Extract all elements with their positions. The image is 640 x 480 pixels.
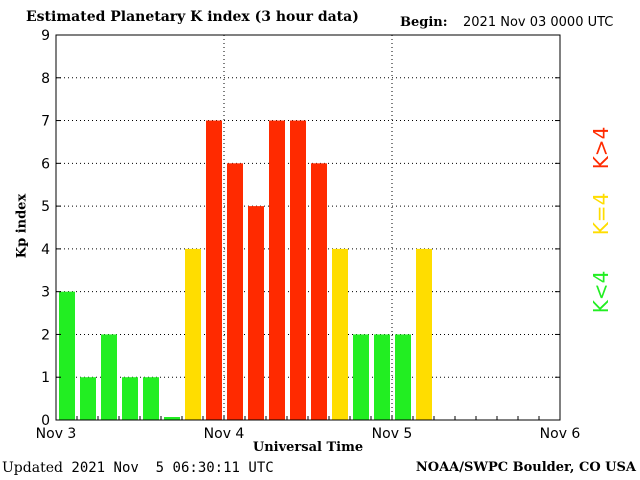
x-tick-label: Nov 3: [36, 426, 77, 442]
updated-value: 2021 Nov 5 06:30:11 UTC: [71, 460, 274, 476]
updated-label: Updated: [2, 460, 63, 476]
kp-bar: [143, 377, 159, 420]
kp-bar: [353, 334, 369, 420]
credit-text: NOAA/SWPC Boulder, CO USA: [415, 460, 636, 475]
kp-bar: [185, 248, 201, 420]
chart-title: Estimated Planetary K index (3 hour data…: [26, 9, 359, 25]
y-tick-label: 5: [41, 199, 50, 215]
y-tick-label: 0: [41, 413, 50, 429]
y-tick-label: 6: [41, 156, 50, 172]
y-axis-label: Kp index: [14, 193, 30, 259]
kp-bar: [59, 291, 75, 420]
kp-bar: [80, 377, 96, 420]
kp-bar: [374, 334, 390, 420]
y-tick-label: 2: [41, 327, 50, 343]
y-tick-label: 3: [41, 285, 50, 301]
kp-bar: [122, 377, 138, 420]
kp-bar: [248, 206, 264, 420]
legend-k-greater-4: K>4: [589, 126, 613, 170]
x-tick-label: Nov 6: [540, 426, 581, 442]
kp-bar: [164, 417, 180, 420]
kp-bar: [101, 334, 117, 420]
kp-bar: [332, 248, 348, 420]
kp-bar: [227, 163, 243, 421]
y-tick-label: 8: [41, 71, 50, 87]
plot-frame: [55, 34, 561, 421]
kp-bar: [290, 120, 306, 421]
kp-bar: [206, 120, 222, 421]
x-tick-label: Nov 5: [372, 426, 413, 442]
x-axis-label: Universal Time: [252, 440, 364, 455]
kp-bar: [395, 334, 411, 420]
y-tick-label: 9: [41, 28, 50, 44]
legend-k-less-4: K<4: [589, 270, 613, 314]
begin-value: 2021 Nov 03 0000 UTC: [463, 15, 614, 30]
y-tick-label: 7: [41, 114, 50, 130]
kp-bar: [311, 163, 327, 421]
begin-label: Begin:: [400, 15, 448, 30]
kp-bar: [416, 248, 432, 420]
legend-k-equal-4: K=4: [589, 192, 613, 236]
x-tick-label: Nov 4: [204, 426, 245, 442]
y-tick-label: 1: [41, 370, 50, 386]
updated-stamp: Updated 2021 Nov 5 06:30:11 UTC: [2, 460, 274, 476]
kp-bar: [269, 120, 285, 421]
y-tick-label: 4: [41, 242, 50, 258]
